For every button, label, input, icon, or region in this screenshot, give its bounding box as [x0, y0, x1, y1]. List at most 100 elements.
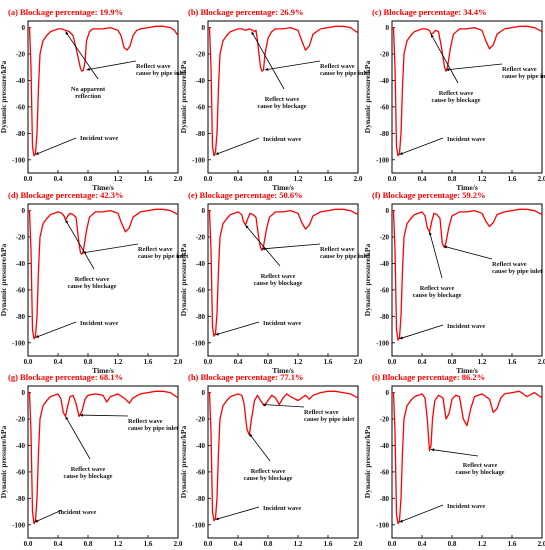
panel-title: (d) Blockage percentage: 42.3%	[8, 190, 124, 200]
plot-frame	[207, 203, 359, 357]
x-tick-label: 1.2	[114, 358, 123, 366]
y-tick-label: -80	[16, 495, 26, 503]
annotation-arrow	[445, 63, 503, 71]
y-tick-label: -20	[380, 51, 390, 59]
y-tick-label: -40	[16, 77, 26, 85]
annotation-arrow	[34, 509, 63, 523]
x-tick-label: 1.2	[294, 540, 303, 548]
annotation-arrow	[262, 404, 305, 408]
x-tick-label: 1.6	[508, 358, 517, 366]
annotation-arrowhead	[65, 416, 69, 420]
x-tick-label: 0.8	[264, 175, 273, 183]
plot-frame	[27, 203, 179, 357]
y-tick-label: -40	[196, 260, 206, 268]
annotation-arrow	[215, 321, 260, 336]
x-tick-label: 0.4	[54, 540, 63, 548]
x-tick-label: 0.0	[388, 358, 397, 366]
plot-frame	[27, 385, 179, 539]
annotation-label: Incident wave	[263, 136, 301, 143]
annotation-line: Reflect wave	[304, 409, 339, 416]
annotation-line: Reflect wave	[136, 63, 171, 70]
annotation-arrow	[399, 137, 444, 155]
chart-panel: (d) Blockage percentage: 42.3% Dynamic pr…	[0, 190, 189, 375]
y-tick-label: -60	[380, 468, 390, 476]
y-axis-label: Dynamic pressure/kPa	[363, 61, 372, 134]
annotation-label: Reflect wave cause by blockage	[432, 90, 481, 104]
annotation-line: cause by blockage	[64, 473, 113, 480]
y-tick-label: -60	[16, 468, 26, 476]
plot-frame	[207, 20, 359, 174]
x-tick-label: 1.6	[324, 358, 333, 366]
x-axis-label: Time/s	[456, 366, 478, 375]
annotation-arrow	[264, 60, 321, 71]
y-tick-label: -80	[16, 130, 26, 138]
panel-title: (c) Blockage percentage: 34.4%	[372, 7, 487, 17]
annotation-arrow	[399, 324, 444, 340]
y-tick-label: -20	[196, 234, 206, 242]
x-tick-label: 1.2	[294, 175, 303, 183]
y-tick-label: 0	[22, 389, 26, 397]
y-tick-label: -100	[192, 156, 205, 164]
x-tick-label: 1.2	[478, 540, 487, 548]
annotation-arrowhead	[65, 31, 69, 35]
x-tick-label: 0.0	[24, 175, 33, 183]
annotation-line: cause by blockage	[68, 283, 117, 290]
x-tick-label: 0.8	[448, 175, 457, 183]
y-tick-label: -60	[380, 286, 390, 294]
annotation-arrow	[248, 433, 271, 462]
x-tick-label: 1.2	[114, 540, 123, 548]
annotation-arrow	[35, 137, 77, 155]
y-tick-label: -20	[196, 51, 206, 59]
x-tick-label: 0.8	[448, 358, 457, 366]
pressure-series-line	[392, 390, 543, 525]
annotation-line: Reflect wave	[439, 90, 474, 97]
x-tick-label: 1.2	[114, 175, 123, 183]
annotation-line: cause by blockage	[456, 469, 505, 476]
annotation-arrow	[65, 416, 91, 460]
x-tick-label: 0.8	[264, 540, 273, 548]
annotation-line: Reflect wave	[420, 285, 455, 292]
pressure-series-line	[28, 25, 179, 157]
annotation-line: cause by pipe inlet	[138, 253, 189, 260]
annotation-label: Reflect wave cause by blockage	[254, 273, 303, 287]
panel-title: (i) Blockage percentage: 86.2%	[372, 372, 485, 382]
annotation-line: Reflect wave	[463, 462, 498, 469]
y-tick-label: 0	[386, 24, 390, 32]
y-tick-label: -40	[196, 77, 206, 85]
annotation-arrowhead	[443, 245, 448, 249]
annotation-line: Reflect wave	[128, 418, 163, 425]
x-tick-label: 0.0	[24, 540, 33, 548]
y-tick-label: 0	[202, 24, 206, 32]
panel-title: (a) Blockage percentage: 19.9%	[8, 7, 123, 17]
pressure-series-line	[392, 25, 543, 157]
annotation-line: cause by pipe inlet	[320, 253, 371, 260]
chart-panel: (c) Blockage percentage: 34.4% Dynamic pr…	[363, 7, 545, 192]
annotation-line: Reflect wave	[75, 276, 110, 283]
annotation-arrowhead	[399, 519, 403, 523]
annotation-line: cause by blockage	[432, 97, 481, 104]
x-tick-label: 0.4	[418, 358, 427, 366]
plot-frame	[207, 385, 359, 539]
x-tick-label: 1.6	[144, 175, 153, 183]
annotation-arrow	[82, 243, 139, 254]
x-tick-label: 1.6	[144, 358, 153, 366]
annotation-line: Incident wave	[263, 320, 301, 327]
annotation-label: Incident wave	[447, 323, 485, 330]
x-tick-label: 1.6	[324, 175, 333, 183]
x-axis-label: Time/s	[456, 183, 478, 192]
annotation-label: Incident wave	[263, 320, 301, 327]
x-tick-label: 0.0	[388, 540, 397, 548]
annotation-arrowhead	[262, 403, 266, 407]
annotation-line: Incident wave	[447, 323, 485, 330]
annotation-label: Incident wave	[447, 136, 485, 143]
x-tick-label: 2.0	[174, 540, 183, 548]
y-tick-label: -60	[196, 103, 206, 111]
annotation-arrowhead	[428, 231, 432, 236]
annotation-arrowhead	[35, 151, 39, 155]
y-tick-label: -20	[16, 234, 26, 242]
annotation-arrowhead	[65, 219, 69, 224]
